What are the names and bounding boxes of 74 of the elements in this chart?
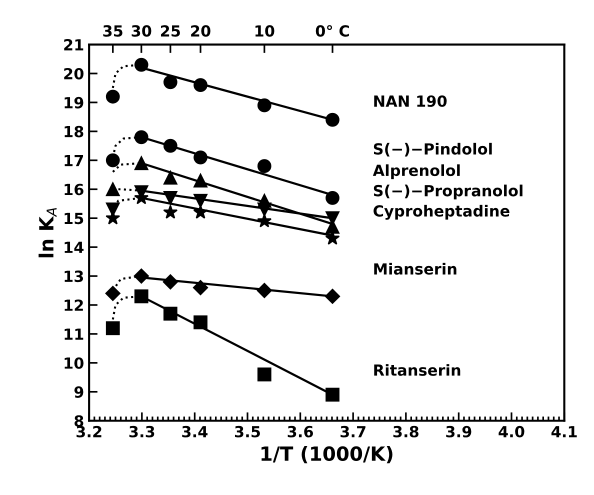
point (134, 156, 148, 170)
point (163, 306, 178, 321)
annotation: Cyproheptadine (374, 204, 510, 220)
point (194, 315, 208, 330)
text: 0° C (316, 25, 349, 37)
x-tick-label: 3.9 (446, 426, 472, 438)
y-tick-label: 20 (64, 68, 84, 80)
point (134, 289, 148, 304)
point (105, 286, 120, 301)
point (134, 268, 149, 284)
x-tick-label: 3.3 (129, 426, 154, 438)
annotation: Ritanserin (374, 364, 460, 376)
y-tick-label: 12 (64, 299, 83, 311)
point (106, 153, 120, 168)
point (324, 288, 340, 304)
point (257, 213, 272, 228)
y-tick-label: 16 (64, 184, 84, 196)
text: 25 (160, 25, 180, 37)
point (134, 58, 148, 72)
point (106, 202, 120, 216)
point (163, 138, 178, 153)
y-tick-label: 8 (74, 415, 84, 427)
point (257, 159, 272, 174)
point (163, 204, 178, 219)
x-tick-label: 3.6 (288, 426, 314, 438)
point (163, 190, 178, 205)
x-axis-title: 1/T (1000/K) (262, 446, 392, 464)
point (326, 112, 340, 127)
annotation: Mianserin (374, 262, 456, 275)
annotation: S(−)−Pindolol (374, 142, 492, 156)
y-tick-label: 15 (64, 212, 84, 224)
point (162, 274, 178, 290)
y-tick-label: 10 (64, 357, 84, 369)
x-tick-label: 3.2 (76, 426, 102, 438)
point (193, 204, 208, 219)
annotation: Alprenolol (372, 164, 460, 180)
x-tick-label: 4.1 (551, 426, 577, 438)
y-tick-label: 9 (74, 386, 84, 398)
x-tick-label: 3.8 (393, 426, 418, 438)
y-tick-label: 21 (64, 39, 84, 50)
point (194, 150, 208, 164)
point (106, 182, 120, 196)
point (257, 98, 272, 112)
x-tick-label: 3.5 (234, 426, 260, 438)
text: 20 (191, 25, 210, 37)
point (326, 190, 340, 205)
point (326, 388, 340, 402)
annotation: NAN 190 (374, 95, 447, 107)
y-tick-label: 11 (64, 328, 84, 340)
x-tick-label: 4.0 (498, 426, 524, 438)
point (256, 282, 272, 298)
point (194, 78, 208, 92)
point (194, 174, 208, 188)
point (257, 368, 272, 382)
x-tick-label: 3.4 (182, 426, 208, 438)
point (194, 194, 208, 208)
point (257, 194, 272, 208)
y-tick-label: 14 (64, 242, 84, 253)
x-tick-label: 3.7 (340, 426, 366, 438)
point (134, 130, 148, 144)
point (106, 321, 120, 336)
point (106, 90, 120, 104)
point (163, 75, 178, 90)
y-tick-label: 18 (64, 126, 84, 138)
y-tick-label: 17 (64, 154, 84, 166)
text: 30 (132, 25, 152, 37)
point (192, 280, 208, 296)
annotation: S(−)−Propranolol (374, 184, 522, 200)
y-tick-label: 13 (64, 270, 84, 282)
point (163, 170, 178, 185)
y-axis-title: ln K$_{A}$ (38, 208, 57, 258)
text: 35 (103, 25, 122, 37)
text: 10 (255, 25, 274, 37)
y-tick-label: 19 (64, 96, 84, 108)
